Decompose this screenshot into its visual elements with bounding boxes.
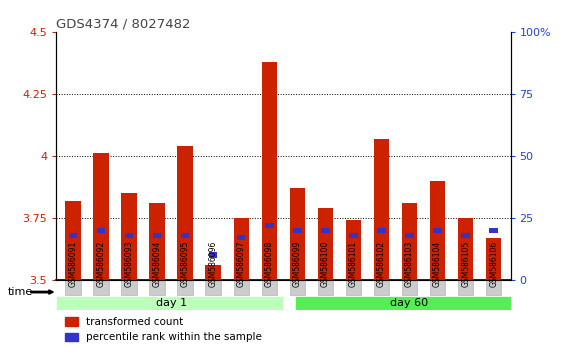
Bar bbox=[405, 233, 414, 238]
FancyBboxPatch shape bbox=[318, 280, 333, 296]
Bar bbox=[96, 228, 105, 233]
Text: GSM586097: GSM586097 bbox=[237, 241, 246, 287]
Text: GSM586105: GSM586105 bbox=[461, 241, 470, 287]
Bar bbox=[318, 208, 333, 280]
Bar bbox=[205, 265, 221, 280]
Bar bbox=[93, 153, 109, 280]
Text: GSM586095: GSM586095 bbox=[181, 241, 190, 287]
FancyBboxPatch shape bbox=[261, 280, 277, 296]
Bar bbox=[125, 233, 134, 238]
Bar bbox=[233, 218, 249, 280]
Text: GSM586094: GSM586094 bbox=[153, 241, 162, 287]
FancyBboxPatch shape bbox=[430, 280, 445, 296]
FancyBboxPatch shape bbox=[486, 280, 502, 296]
Text: GSM586104: GSM586104 bbox=[433, 241, 442, 287]
FancyBboxPatch shape bbox=[458, 280, 473, 296]
Bar bbox=[458, 218, 473, 280]
Text: time: time bbox=[7, 287, 33, 297]
Text: day 1: day 1 bbox=[155, 298, 187, 308]
Text: GSM586093: GSM586093 bbox=[125, 241, 134, 287]
Text: GSM586096: GSM586096 bbox=[209, 241, 218, 287]
Bar bbox=[121, 193, 137, 280]
Bar bbox=[430, 181, 445, 280]
Bar bbox=[181, 233, 190, 238]
FancyBboxPatch shape bbox=[205, 280, 221, 296]
FancyBboxPatch shape bbox=[289, 280, 305, 296]
Bar bbox=[65, 201, 81, 280]
FancyBboxPatch shape bbox=[374, 280, 389, 296]
FancyBboxPatch shape bbox=[295, 296, 539, 310]
FancyBboxPatch shape bbox=[402, 280, 417, 296]
Text: GSM586102: GSM586102 bbox=[377, 241, 386, 287]
FancyBboxPatch shape bbox=[149, 280, 165, 296]
Bar bbox=[265, 223, 274, 228]
Text: GSM586103: GSM586103 bbox=[405, 241, 414, 287]
Text: GSM586091: GSM586091 bbox=[68, 241, 77, 287]
Bar bbox=[289, 188, 305, 280]
Bar bbox=[433, 228, 442, 233]
Text: GSM586099: GSM586099 bbox=[293, 241, 302, 287]
Bar bbox=[486, 238, 502, 280]
Bar bbox=[489, 228, 498, 233]
FancyBboxPatch shape bbox=[56, 296, 283, 310]
FancyBboxPatch shape bbox=[346, 280, 361, 296]
Bar bbox=[461, 233, 470, 238]
Text: GDS4374 / 8027482: GDS4374 / 8027482 bbox=[56, 18, 191, 31]
Bar bbox=[209, 252, 218, 258]
FancyBboxPatch shape bbox=[177, 280, 193, 296]
Legend: transformed count, percentile rank within the sample: transformed count, percentile rank withi… bbox=[61, 313, 266, 347]
FancyBboxPatch shape bbox=[121, 280, 137, 296]
Text: GSM586106: GSM586106 bbox=[489, 241, 498, 287]
Bar bbox=[149, 203, 165, 280]
FancyBboxPatch shape bbox=[93, 280, 109, 296]
Bar bbox=[402, 203, 417, 280]
Text: GSM586092: GSM586092 bbox=[96, 241, 105, 287]
Bar bbox=[374, 138, 389, 280]
Bar bbox=[293, 228, 302, 233]
Bar bbox=[261, 62, 277, 280]
FancyBboxPatch shape bbox=[233, 280, 249, 296]
Bar bbox=[321, 228, 330, 233]
Bar bbox=[377, 228, 386, 233]
Text: day 60: day 60 bbox=[390, 298, 429, 308]
Bar bbox=[153, 233, 162, 238]
Bar bbox=[177, 146, 193, 280]
FancyBboxPatch shape bbox=[65, 280, 81, 296]
Text: GSM586098: GSM586098 bbox=[265, 241, 274, 287]
Text: GSM586101: GSM586101 bbox=[349, 241, 358, 287]
Bar bbox=[68, 233, 77, 238]
Bar bbox=[346, 221, 361, 280]
Bar bbox=[349, 233, 358, 238]
Bar bbox=[237, 235, 246, 240]
Text: GSM586100: GSM586100 bbox=[321, 241, 330, 287]
